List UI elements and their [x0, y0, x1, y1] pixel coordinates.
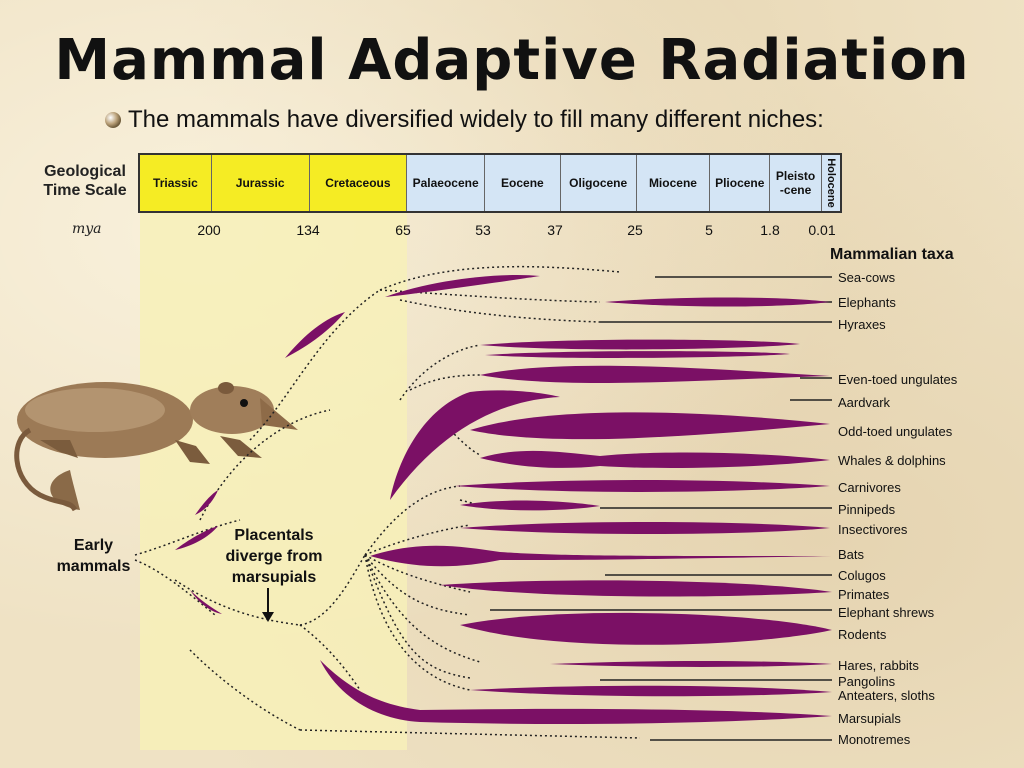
mesozoic-band [140, 210, 407, 750]
taxa-header: Mammalian taxa [830, 246, 954, 263]
tick-label: 37 [547, 222, 563, 238]
tick-label: 134 [296, 222, 320, 238]
tick-label: 200 [197, 222, 221, 238]
tick-label: 1.8 [760, 222, 780, 238]
subtitle: The mammals have diversified widely to f… [104, 106, 824, 134]
period-holocene: Holocene [822, 155, 841, 211]
taxon-label: Elephants [838, 295, 896, 310]
period-jurassic: Jurassic [211, 155, 310, 211]
diverge-arrow [262, 588, 274, 622]
taxon-label: Marsupials [838, 711, 901, 726]
taxon-label: Hyraxes [838, 317, 886, 332]
period-miocene: Miocene [636, 155, 711, 211]
lineage-spindles [175, 274, 832, 724]
tick-label: 65 [395, 222, 411, 238]
period-cretaceous: Cretaceous [309, 155, 408, 211]
taxon-label: Whales & dolphins [838, 453, 946, 468]
placentals-diverge-label: Placentals diverge from marsupials [225, 527, 323, 586]
tick-label: 53 [475, 222, 491, 238]
taxon-label: Colugos [838, 568, 886, 583]
taxon-label: Primates [838, 587, 890, 602]
tick-label: 5 [705, 222, 713, 238]
tick-label: 25 [627, 222, 643, 238]
taxon-label: Hares, rabbits [838, 658, 919, 673]
mya-label: mya [72, 221, 102, 237]
taxon-label: Rodents [838, 627, 887, 642]
tick-label: 0.01 [808, 222, 836, 238]
period-triassic: Triassic [140, 155, 212, 211]
period-oligocene: Oligocene [560, 155, 637, 211]
taxon-label: Elephant shrews [838, 605, 935, 620]
taxon-label: Carnivores [838, 480, 901, 495]
taxon-label: Bats [838, 547, 865, 562]
early-mammals-label: Early mammals [56, 537, 131, 575]
subtitle-text: The mammals have diversified widely to f… [128, 106, 824, 133]
taxon-label: Odd-toed ungulates [838, 424, 953, 439]
geological-time-bar: Triassic Jurassic Cretaceous Palaeocene … [138, 153, 842, 213]
period-pliocene: Pliocene [710, 155, 771, 211]
taxon-label: Pangolins [838, 674, 896, 689]
taxon-label: Insectivores [838, 522, 908, 537]
period-pleistocene-label: Pleisto-cene [775, 169, 816, 197]
taxon-label: Even-toed ungulates [838, 372, 958, 387]
branch-lines [134, 265, 641, 739]
taxon-label: Anteaters, sloths [838, 688, 935, 703]
early-mammal-illustration [14, 382, 298, 512]
leader-lines [490, 276, 832, 741]
period-pleistocene: Pleisto-cene [770, 155, 823, 211]
period-palaeocene: Palaeocene [407, 155, 485, 211]
taxon-label: Pinnipeds [838, 502, 896, 517]
bullet-icon [105, 112, 121, 128]
period-eocene: Eocene [485, 155, 561, 211]
time-scale-label: Geological Time Scale [43, 163, 127, 199]
page-title: Mammal Adaptive Radiation [54, 28, 970, 93]
taxon-label: Aardvark [838, 395, 891, 410]
taxon-label: Monotremes [838, 732, 911, 747]
taxon-label: Sea-cows [838, 270, 896, 285]
